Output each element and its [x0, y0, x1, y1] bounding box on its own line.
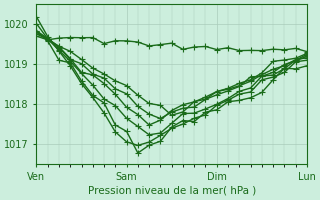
X-axis label: Pression niveau de la mer( hPa ): Pression niveau de la mer( hPa ) — [88, 186, 256, 196]
